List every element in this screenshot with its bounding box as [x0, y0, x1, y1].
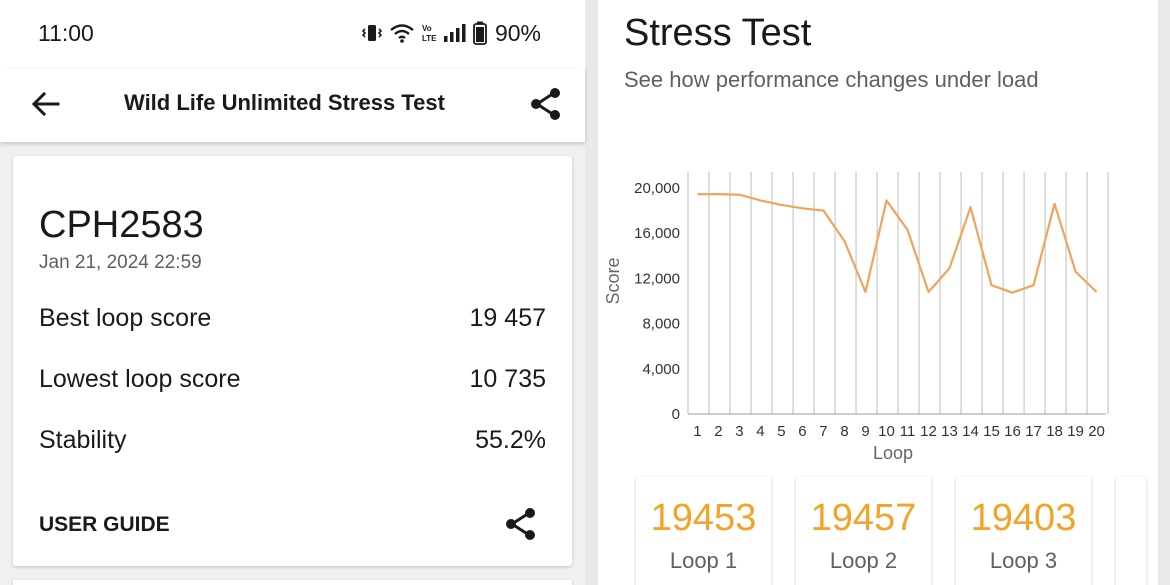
results-panel: 11:00 Vo LTE [0, 0, 585, 585]
x-tick-label: 12 [920, 423, 937, 440]
x-tick-label: 1 [693, 423, 701, 440]
share-icon[interactable] [528, 86, 564, 122]
stat-label: Stability [39, 425, 127, 454]
x-tick-label: 8 [840, 423, 848, 440]
loop-label: Loop 1 [669, 548, 738, 573]
app-bar: Wild Life Unlimited Stress Test [0, 68, 585, 142]
x-tick-label: 9 [861, 423, 869, 440]
loop-cards: 19453 Loop 1 19457 Loop 2 19403 Loop 3 [636, 477, 1146, 585]
stat-label: Best loop score [39, 303, 212, 332]
stat-value: 19 457 [469, 303, 546, 332]
x-tick-label: 18 [1046, 423, 1063, 440]
stat-row-stability: Stability 55.2% [39, 424, 546, 456]
stat-value: 55.2% [475, 425, 546, 454]
x-tick-label: 20 [1088, 423, 1105, 440]
series-line [697, 193, 1098, 294]
loop-card-partial[interactable] [1116, 477, 1146, 585]
x-tick-label: 16 [1004, 423, 1021, 440]
svg-text:Vo: Vo [422, 24, 432, 33]
stat-value: 10 735 [469, 364, 546, 393]
stat-label: Lowest loop score [39, 364, 241, 393]
result-card: CPH2583 Jan 21, 2024 22:59 Best loop sco… [13, 156, 572, 566]
x-tick-label: 13 [941, 423, 958, 440]
back-arrow-icon[interactable] [30, 88, 62, 120]
x-tick-label: 6 [798, 423, 806, 440]
loop-score: 19403 [970, 497, 1077, 539]
wifi-icon [390, 24, 414, 43]
x-tick-label: 15 [983, 423, 1000, 440]
y-tick-label: 0 [672, 406, 680, 423]
y-tick-label: 20,000 [634, 180, 680, 197]
loop-score: 19457 [810, 497, 917, 539]
loop-card[interactable]: 19457 Loop 2 [796, 477, 931, 585]
y-tick-label: 16,000 [634, 225, 680, 242]
page-title: Wild Life Unlimited Stress Test [124, 90, 445, 115]
y-axis-title: Score [603, 257, 623, 304]
device-name: CPH2583 [39, 204, 204, 246]
next-card [13, 580, 572, 585]
x-tick-label: 17 [1025, 423, 1042, 440]
loop-label: Loop 2 [829, 548, 898, 573]
status-icons: Vo LTE 90% [361, 18, 541, 48]
status-time: 11:00 [38, 20, 94, 46]
vibrate-icon [361, 25, 383, 41]
loop-card[interactable]: 19453 Loop 1 [636, 477, 771, 585]
x-tick-label: 7 [819, 423, 827, 440]
y-tick-label: 8,000 [642, 316, 680, 333]
share-icon[interactable] [503, 506, 539, 542]
loop-score: 19453 [650, 497, 757, 539]
battery-icon [473, 21, 487, 45]
x-tick-label: 4 [756, 423, 764, 440]
signal-icon [443, 24, 466, 42]
x-tick-label: 3 [735, 423, 743, 440]
x-tick-label: 2 [714, 423, 722, 440]
volte-icon: Vo LTE [422, 24, 437, 43]
status-bar: 11:00 Vo LTE [0, 0, 585, 68]
loop-label: Loop 3 [989, 548, 1058, 573]
svg-text:LTE: LTE [422, 34, 437, 43]
stress-test-panel: Stress Test See how performance changes … [598, 0, 1158, 585]
x-tick-label: 19 [1067, 423, 1084, 440]
user-guide-link[interactable]: USER GUIDE [39, 513, 170, 536]
y-tick-label: 12,000 [634, 270, 680, 287]
x-tick-label: 5 [777, 423, 785, 440]
x-axis-title: Loop [873, 443, 913, 463]
loop-card[interactable]: 19403 Loop 3 [956, 477, 1091, 585]
x-tick-label: 14 [962, 423, 979, 440]
y-tick-label: 4,000 [642, 361, 680, 378]
stat-row-lowest: Lowest loop score 10 735 [39, 363, 546, 395]
battery-percent: 90% [494, 19, 541, 46]
stat-row-best: Best loop score 19 457 [39, 302, 546, 334]
stress-test-subtitle: See how performance changes under load [624, 67, 1039, 92]
x-tick-label: 10 [878, 423, 895, 440]
result-date: Jan 21, 2024 22:59 [39, 252, 202, 273]
stress-test-title: Stress Test [624, 12, 812, 54]
x-tick-label: 11 [900, 423, 916, 440]
